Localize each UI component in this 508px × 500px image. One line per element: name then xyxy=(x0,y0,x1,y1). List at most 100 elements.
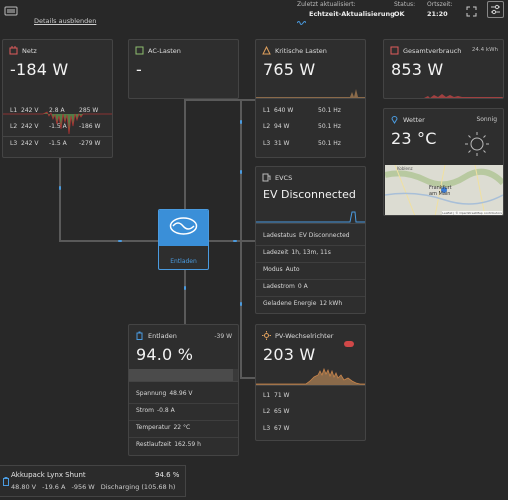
last-updated-value: Echtzeit-Aktualisierung xyxy=(309,10,395,18)
evcs-row-energy: Geladene Energie 12 kWh xyxy=(263,300,343,307)
total-consumption-sparkline xyxy=(384,94,503,98)
flow-dot xyxy=(59,186,61,190)
inverter-label: Entladen xyxy=(170,258,197,265)
pv-inverter-card[interactable]: PV-Wechselrichter 203 W L1 71 W L2 65 W L3… xyxy=(255,324,366,441)
total-consumption-value: 853 W xyxy=(391,60,444,79)
pv-row-l3: L3 67 W xyxy=(263,425,290,432)
grid-card-header: Netz xyxy=(9,46,37,55)
ac-loads-card[interactable]: AC-Lasten - xyxy=(128,39,239,99)
grid-row-l1: L1 242 V 2.8 A 285 W xyxy=(10,107,99,114)
flow-dot xyxy=(240,170,242,174)
evcs-row-status: Ladestatus EV Disconnected xyxy=(263,232,350,239)
status-label: Status: xyxy=(394,1,416,8)
ac-loads-header: AC-Lasten xyxy=(135,46,181,55)
consumption-icon xyxy=(390,46,399,55)
map-label-koblenz: Koblenz xyxy=(397,166,413,171)
flow-dot xyxy=(240,120,242,124)
flow-dot xyxy=(233,240,237,242)
ac-loads-value: - xyxy=(136,60,142,79)
battery-pack-icon xyxy=(3,471,9,486)
battery-row-runtime: Restlaufzeit 162.59 h xyxy=(136,441,201,448)
ev-charger-icon xyxy=(262,173,271,182)
battery-power: -39 W xyxy=(214,333,232,340)
critical-row-l3: L3 31 W 50.1 Hz xyxy=(263,140,341,147)
critical-row-l1: L1 640 W 50.1 Hz xyxy=(263,107,341,114)
flow-dot xyxy=(240,302,242,306)
battery-row-temp: Temperatur 22 °C xyxy=(136,424,191,431)
evcs-row-duration: Ladezeit 1h, 13m, 11s xyxy=(263,249,331,256)
ac-loads-icon xyxy=(135,46,144,55)
wire-to-pv xyxy=(240,377,256,379)
critical-loads-card[interactable]: Kritische Lasten 765 W L1 640 W 50.1 Hz L2… xyxy=(255,39,366,158)
details-toggle-link[interactable]: Details ausblenden xyxy=(34,17,97,25)
battery-icon xyxy=(135,331,144,340)
pv-row-l2: L2 65 W xyxy=(263,408,290,415)
settings-button[interactable] xyxy=(487,1,504,18)
total-consumption-title: Gesamtverbrauch xyxy=(403,46,462,55)
critical-loads-sparkline xyxy=(256,89,365,98)
ac-loads-title: AC-Lasten xyxy=(148,46,181,55)
location-pin-icon xyxy=(390,115,399,124)
local-time-label: Ortszeit: xyxy=(427,1,453,8)
pv-row-l1: L1 71 W xyxy=(263,392,290,399)
inverter-box[interactable]: Entladen xyxy=(158,209,209,270)
battery-row-current: Strom -0.8 A xyxy=(136,407,175,414)
pv-badge[interactable] xyxy=(344,341,354,347)
weather-header: Wetter xyxy=(390,115,425,124)
evcs-title: EVCS xyxy=(275,173,293,182)
pv-header: PV-Wechselrichter xyxy=(262,331,333,340)
battery-pack-panel[interactable]: Akkupack Lynx Shunt 94.6 % 48.80 V -19.6 … xyxy=(0,465,186,497)
fullscreen-button[interactable] xyxy=(466,2,477,17)
battery-header: Entladen xyxy=(135,331,177,340)
map-label-city: Frankfurt am Main xyxy=(429,185,452,197)
critical-loads-header: Kritische Lasten xyxy=(262,45,327,55)
pv-value: 203 W xyxy=(263,345,316,364)
battery-pack-title: Akkupack Lynx Shunt xyxy=(11,471,86,479)
evcs-row-current: Ladestrom 0 A xyxy=(263,283,308,290)
critical-loads-value: 765 W xyxy=(263,60,316,79)
weather-map[interactable]: Koblenz Frankfurt am Main Leaflet | © Op… xyxy=(385,165,503,215)
weather-condition: Sonnig xyxy=(476,116,497,123)
weather-title: Wetter xyxy=(403,115,425,124)
wire-ac-to-kritische xyxy=(184,99,256,101)
warning-icon xyxy=(262,45,271,55)
weather-temp: 23 °C xyxy=(391,129,437,148)
evcs-row-mode: Modus Auto xyxy=(263,266,300,273)
total-consumption-card[interactable]: Gesamtverbrauch 24.4 kWh 853 W xyxy=(383,39,504,99)
grid-card[interactable]: Netz -184 W L1 242 V 2.8 A 285 W L2 242 V -1.… xyxy=(2,39,113,158)
wire-main-horizontal xyxy=(59,240,255,242)
logo xyxy=(4,2,18,16)
grid-icon xyxy=(9,46,18,55)
wave-icon xyxy=(296,11,307,25)
total-consumption-kwh: 24.4 kWh xyxy=(471,47,498,53)
local-time-value: 21:20 xyxy=(427,10,448,18)
grid-value: -184 W xyxy=(10,60,69,79)
wire-grid-down xyxy=(59,158,61,242)
sun-small-icon xyxy=(262,331,271,340)
evcs-sparkline xyxy=(256,211,365,223)
inverter-logo xyxy=(159,210,208,246)
wire-right-vertical xyxy=(240,99,242,379)
evcs-header: EVCS xyxy=(262,173,292,182)
grid-row-l3: L3 242 V -1.5 A -279 W xyxy=(10,140,101,147)
critical-loads-title: Kritische Lasten xyxy=(275,46,327,55)
status-value: OK xyxy=(394,10,405,18)
battery-card[interactable]: Entladen -39 W 94.0 % Spannung 48.96 V St… xyxy=(128,324,239,456)
pv-title: PV-Wechselrichter xyxy=(275,331,334,340)
wire-ac-down xyxy=(184,99,186,209)
last-updated-label: Zuletzt aktualisiert: xyxy=(297,1,356,8)
evcs-card[interactable]: EVCS EV Disconnected Ladestatus EV Discon… xyxy=(255,166,366,314)
battery-title: Entladen xyxy=(148,331,177,340)
total-consumption-header: Gesamtverbrauch xyxy=(390,46,461,55)
battery-pack-details: 48.80 V -19.6 A -956 W Discharging (105.68 … xyxy=(11,483,176,491)
battery-row-voltage: Spannung 48.96 V xyxy=(136,390,193,397)
sun-icon xyxy=(464,131,490,157)
battery-soc-fill xyxy=(129,369,238,381)
weather-card[interactable]: Wetter Sonnig 23 °C Koblenz Frankfurt am… xyxy=(383,108,504,216)
pv-sparkline xyxy=(256,367,365,385)
wire-inverter-to-battery xyxy=(184,270,186,325)
battery-soc-value: 94.0 % xyxy=(136,345,194,364)
flow-dot xyxy=(118,240,122,242)
evcs-value: EV Disconnected xyxy=(263,188,356,201)
map-credit[interactable]: Leaflet | © OpenStreetMap contributors xyxy=(442,211,502,215)
